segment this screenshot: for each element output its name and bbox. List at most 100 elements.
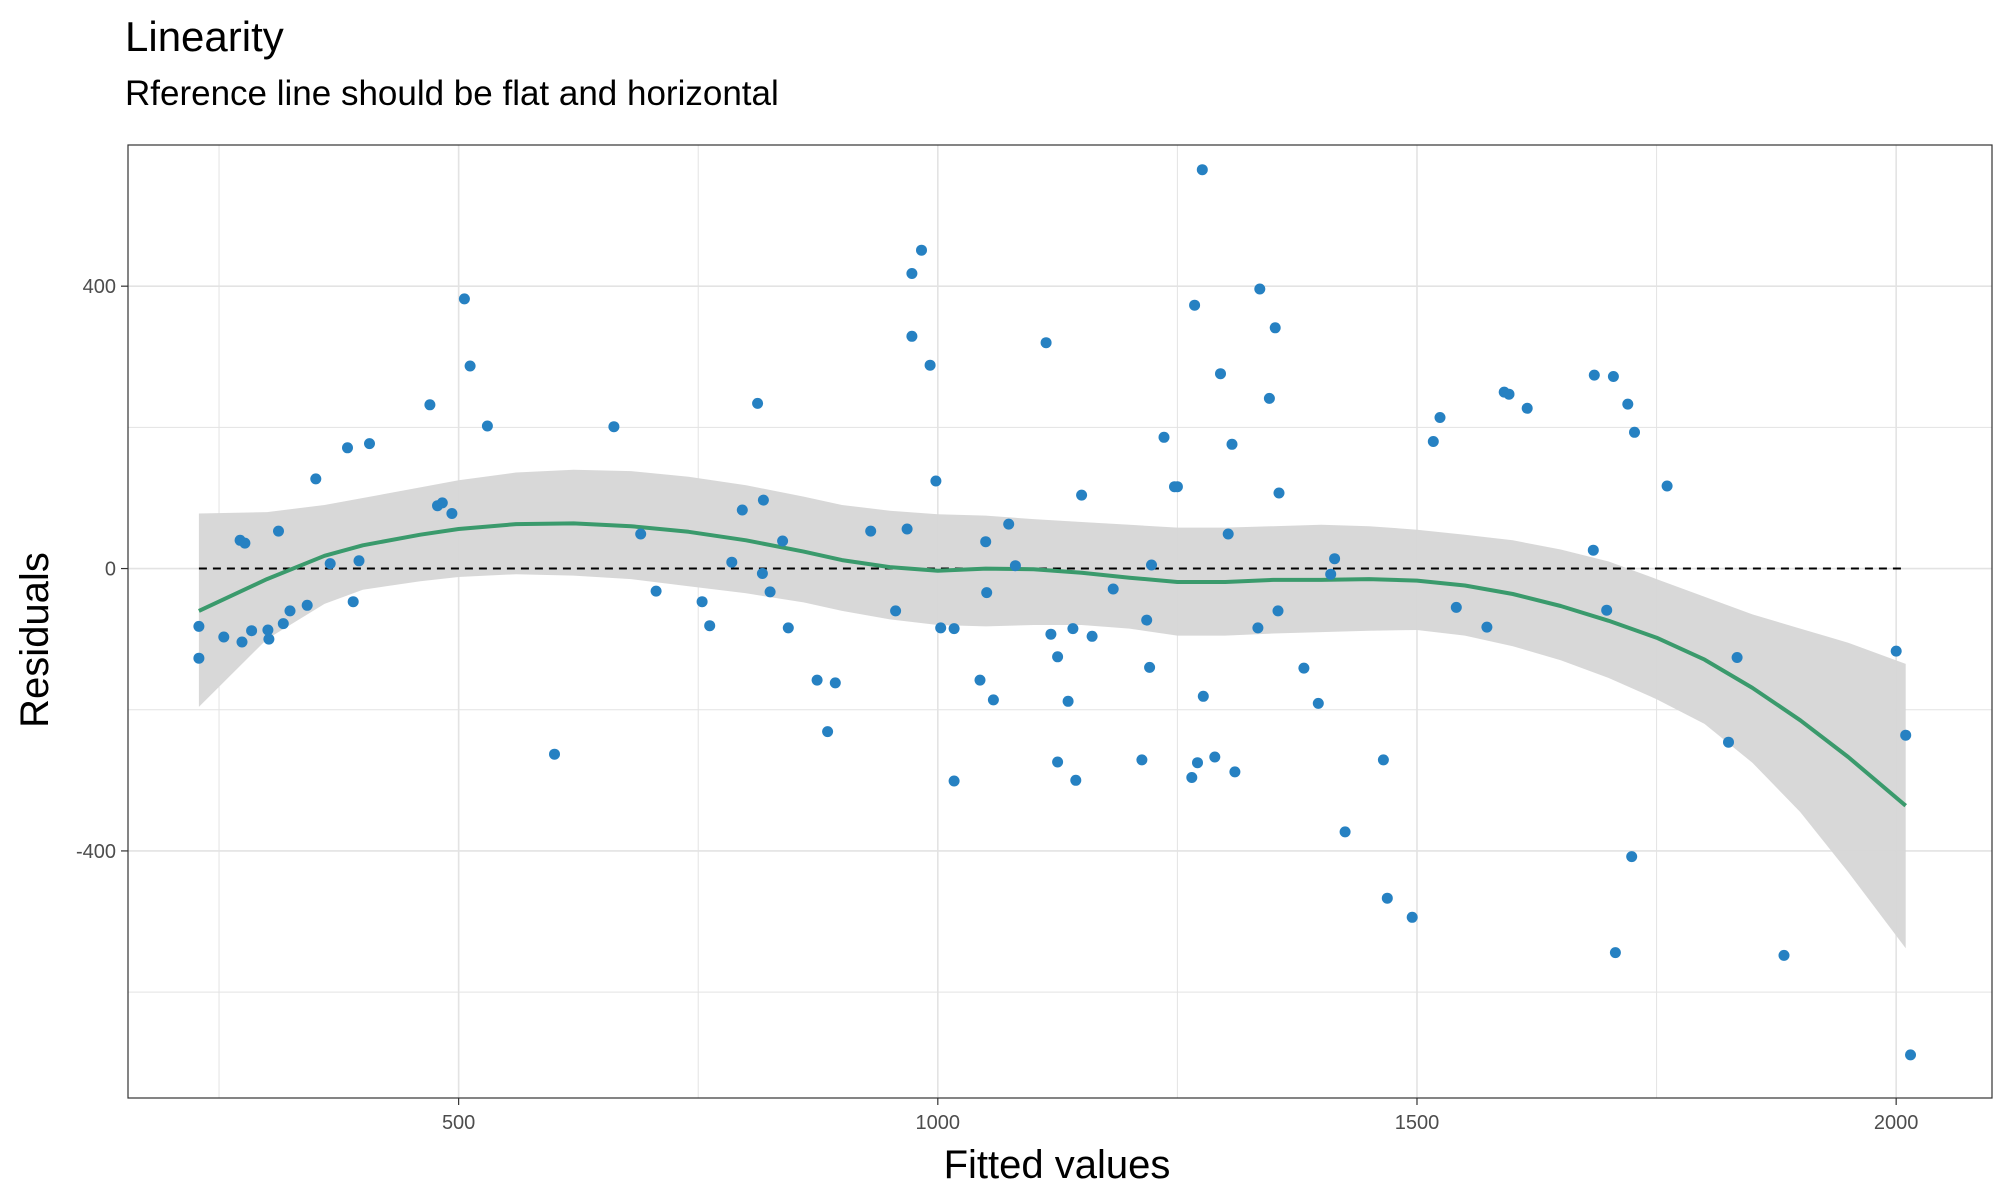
residual-point	[1626, 851, 1638, 863]
residual-point	[1045, 628, 1057, 640]
residual-point	[1588, 369, 1600, 381]
residual-point	[1481, 621, 1493, 633]
residual-point	[1215, 368, 1226, 380]
residual-point	[1381, 892, 1393, 904]
residual-point	[1040, 337, 1052, 349]
residual-point	[901, 523, 913, 535]
residual-point	[1189, 299, 1201, 311]
residual-point	[436, 497, 448, 509]
residual-point	[1629, 426, 1640, 438]
residual-point	[1890, 645, 1902, 657]
residual-point	[1009, 560, 1021, 572]
y-tick-label: 400	[83, 276, 116, 298]
residual-point	[1254, 283, 1266, 295]
residual-point	[1450, 601, 1462, 613]
residual-point	[1298, 662, 1310, 674]
residual-point	[752, 397, 764, 409]
residual-point	[987, 694, 999, 706]
residual-point	[890, 605, 902, 617]
residual-point	[446, 508, 458, 519]
confidence-band	[198, 469, 1906, 949]
residual-point	[1503, 388, 1515, 400]
residual-point	[1158, 431, 1170, 443]
residual-point	[424, 399, 436, 411]
residual-point	[696, 596, 708, 608]
residual-point	[1252, 622, 1264, 634]
residual-point	[1209, 751, 1221, 763]
residual-point	[239, 537, 251, 549]
residual-point	[757, 494, 769, 506]
residual-point	[246, 625, 258, 637]
residual-point	[1222, 528, 1234, 540]
residual-point	[764, 586, 776, 598]
chart-subtitle: Rference line should be flat and horizon…	[125, 74, 779, 113]
residual-point	[1229, 766, 1241, 778]
residual-point	[650, 585, 662, 597]
residual-point	[218, 631, 230, 643]
residual-point	[1272, 605, 1284, 617]
residual-point	[1731, 652, 1743, 663]
residual-point	[310, 473, 322, 485]
residual-point	[342, 442, 353, 454]
residual-point	[364, 438, 375, 450]
residual-point	[1778, 949, 1790, 961]
residual-point	[1312, 697, 1324, 709]
residual-point	[1052, 756, 1064, 768]
residual-point	[464, 360, 476, 372]
residual-point	[301, 599, 313, 611]
residual-point	[1186, 772, 1198, 783]
residual-point	[458, 293, 470, 305]
residual-point	[353, 555, 365, 567]
x-axis-title: Fitted values	[944, 1143, 1171, 1187]
smooth-line	[198, 521, 1907, 808]
residual-point	[236, 636, 248, 648]
residual-point	[777, 535, 789, 547]
residual-point	[1062, 695, 1074, 707]
residual-point	[1171, 481, 1183, 493]
residual-point	[1269, 322, 1281, 334]
residual-point	[980, 536, 992, 548]
residual-point	[865, 525, 877, 537]
residual-point	[1607, 371, 1619, 382]
residual-point	[1052, 651, 1064, 663]
residual-point	[284, 605, 296, 617]
residual-point	[924, 359, 936, 371]
residual-point	[1086, 630, 1098, 642]
residual-points	[193, 164, 1916, 1061]
smooth-fit-line	[198, 521, 1907, 808]
residual-point	[1136, 754, 1148, 766]
residual-point	[811, 674, 823, 686]
residual-point	[822, 726, 834, 738]
residual-point	[756, 568, 768, 579]
residual-point	[906, 268, 918, 279]
residual-point	[263, 633, 275, 645]
y-axis-title: Residuals	[13, 552, 57, 728]
x-tick-label: 2000	[1874, 1112, 1919, 1134]
residual-point	[736, 504, 748, 516]
residual-point	[1226, 438, 1238, 450]
residual-point	[1587, 544, 1599, 556]
residual-point	[829, 677, 841, 689]
chart-title: Linearity	[125, 13, 284, 60]
confidence-band-area	[198, 469, 1906, 949]
residual-point	[930, 475, 942, 487]
residual-point	[1070, 774, 1082, 786]
residual-point	[1900, 729, 1912, 741]
x-axis-ticks: 500 1000 1500 2000	[442, 1098, 1918, 1134]
residual-point	[948, 775, 960, 787]
residual-point	[1434, 412, 1446, 423]
residual-point	[906, 330, 918, 342]
y-tick-label: -400	[76, 841, 116, 863]
residual-point	[1905, 1049, 1916, 1061]
residual-point	[1192, 757, 1203, 769]
residual-point	[277, 618, 289, 630]
residual-point	[608, 421, 620, 433]
residual-point	[324, 558, 336, 570]
residual-point	[782, 622, 794, 634]
residual-point	[1406, 911, 1418, 923]
residual-point	[704, 620, 716, 632]
residual-point	[1339, 826, 1351, 838]
residual-point	[193, 620, 205, 632]
residual-point	[273, 525, 284, 537]
residual-point	[1003, 518, 1015, 530]
